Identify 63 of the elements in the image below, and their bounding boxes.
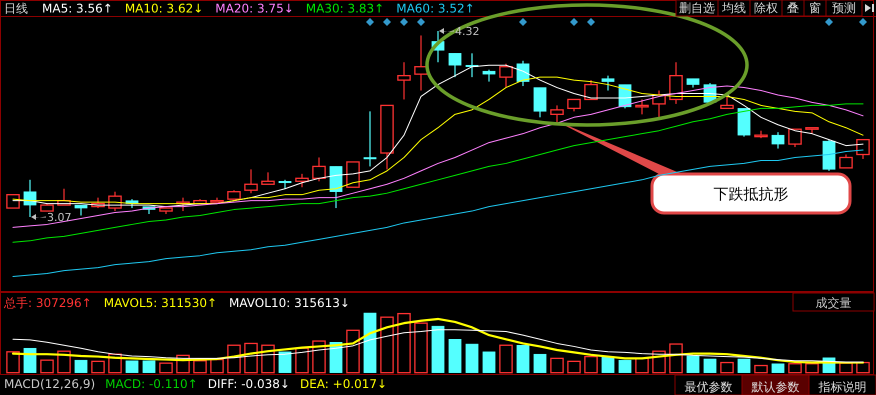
bar <box>295 348 309 374</box>
bar <box>6 351 20 374</box>
bar <box>244 342 258 374</box>
text: MACD(12,26,9) <box>4 377 96 391</box>
bar <box>57 350 71 374</box>
text: MACD: -0.110↑ <box>105 377 198 391</box>
bar <box>176 354 190 374</box>
bar <box>24 348 36 373</box>
bar <box>805 363 819 374</box>
chart-title: 日线 <box>4 2 28 16</box>
bar <box>227 344 241 374</box>
bar <box>312 340 326 374</box>
bar <box>788 363 802 374</box>
bar <box>414 322 428 374</box>
bar <box>126 360 138 373</box>
text: DIFF: -0.038↓ <box>208 377 290 391</box>
bar <box>466 344 478 373</box>
bar <box>142 360 156 373</box>
bar <box>91 360 105 374</box>
bar <box>550 358 564 374</box>
text: MA20: 3.75↓ <box>215 2 294 16</box>
annotation: 下跌抵抗形 <box>714 185 788 203</box>
text: MAVOL5: 311530↑ <box>104 296 218 310</box>
bar <box>772 363 784 373</box>
bar <box>380 316 394 374</box>
bar <box>482 352 496 373</box>
text: 总手: 307296↑ <box>3 296 92 310</box>
annotation: 4.32 <box>455 24 480 38</box>
bar <box>499 344 513 374</box>
bar <box>74 360 88 373</box>
bar <box>261 344 275 374</box>
bar <box>108 354 122 374</box>
bar <box>346 330 360 374</box>
text: MA10: 3.62↓ <box>124 2 204 16</box>
bar <box>397 312 411 374</box>
text: DEA: +0.017↓ <box>300 377 388 391</box>
bar <box>602 356 614 373</box>
bar <box>278 352 292 373</box>
bar <box>534 354 546 373</box>
text: MA5: 3.56↑ <box>42 2 113 16</box>
bar <box>516 344 530 373</box>
annotation: 3.07 <box>47 210 72 224</box>
bar <box>364 312 376 373</box>
bar <box>754 364 768 374</box>
bar <box>448 339 462 373</box>
text: MA60: 3.52↑ <box>396 2 475 16</box>
bar <box>669 343 683 374</box>
bar <box>839 362 853 374</box>
bar <box>159 362 173 374</box>
bar <box>432 326 444 373</box>
bar <box>652 350 666 374</box>
bar <box>686 356 700 373</box>
bar <box>704 358 716 373</box>
text: MAVOL10: 315613↓ <box>229 296 350 310</box>
bar <box>720 362 734 374</box>
text: MA30: 3.83↑ <box>306 2 384 16</box>
bar <box>738 358 750 373</box>
bar <box>584 356 598 374</box>
bar <box>567 360 581 374</box>
bar <box>40 360 54 374</box>
bar <box>193 360 207 374</box>
bar <box>618 360 632 373</box>
bar <box>856 362 870 374</box>
